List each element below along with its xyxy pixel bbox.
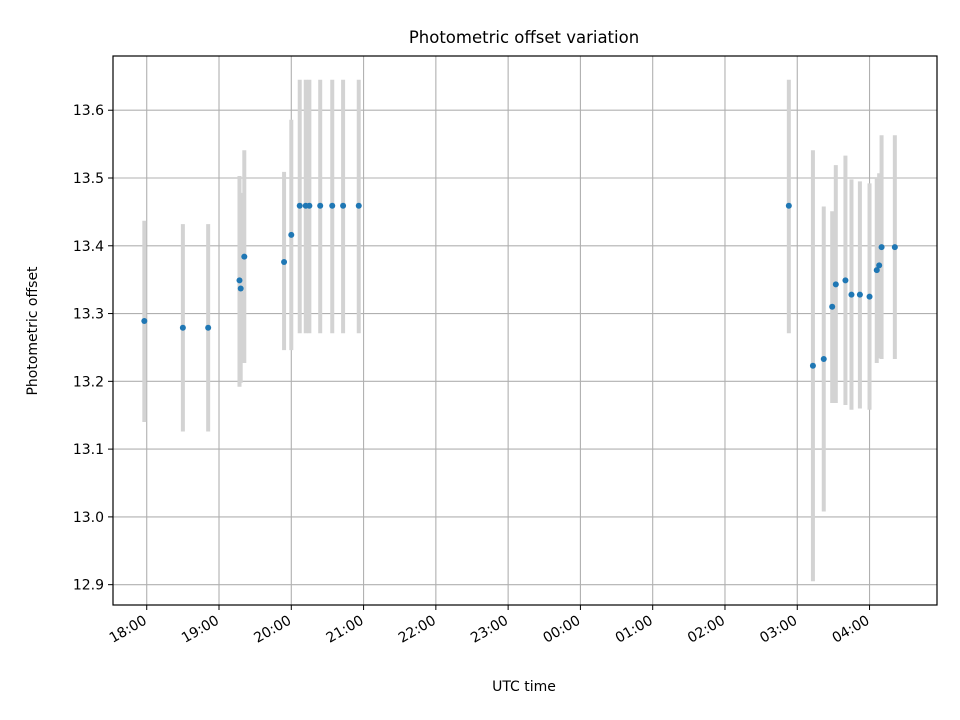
y-tick-label: 12.9	[73, 578, 104, 594]
data-point	[856, 291, 863, 298]
y-tick-label: 13.0	[73, 510, 104, 526]
data-point	[848, 291, 855, 298]
data-point	[281, 259, 288, 266]
data-point	[878, 244, 885, 251]
data-point	[296, 202, 303, 209]
data-point	[873, 267, 880, 274]
data-point	[876, 262, 883, 269]
y-axis-ticks: 12.9 13.0 13.1 13.2 13.3 13.4 13.5 13.6	[73, 103, 113, 594]
data-point	[866, 293, 873, 300]
y-tick-label: 13.6	[73, 103, 104, 119]
data-point	[832, 281, 839, 288]
data-point	[891, 244, 898, 251]
data-point	[329, 202, 336, 209]
axes-frame	[112, 55, 938, 606]
data-point	[237, 285, 244, 292]
y-tick-label: 13.3	[73, 307, 104, 323]
data-point	[205, 324, 212, 331]
data-point	[829, 303, 836, 310]
data-point	[306, 202, 313, 209]
data-point	[355, 202, 362, 209]
y-axis-label: Photometric offset	[25, 266, 41, 396]
y-tick-label: 13.4	[73, 239, 104, 255]
data-point	[842, 277, 849, 284]
data-point	[236, 277, 243, 284]
chart-title: Photometric offset variation	[409, 28, 639, 47]
data-point	[288, 231, 295, 238]
data-point	[785, 202, 792, 209]
data-point	[179, 324, 186, 331]
data-point	[241, 253, 248, 260]
data-point	[317, 202, 324, 209]
data-point	[809, 362, 816, 369]
y-tick-label: 13.2	[73, 374, 104, 390]
data-point	[340, 202, 347, 209]
y-tick-label: 13.5	[73, 171, 104, 187]
data-point	[820, 355, 827, 362]
data-point	[141, 318, 148, 325]
y-tick-label: 13.1	[73, 442, 104, 458]
x-axis-label: UTC time	[492, 679, 556, 695]
data-points	[141, 202, 898, 369]
